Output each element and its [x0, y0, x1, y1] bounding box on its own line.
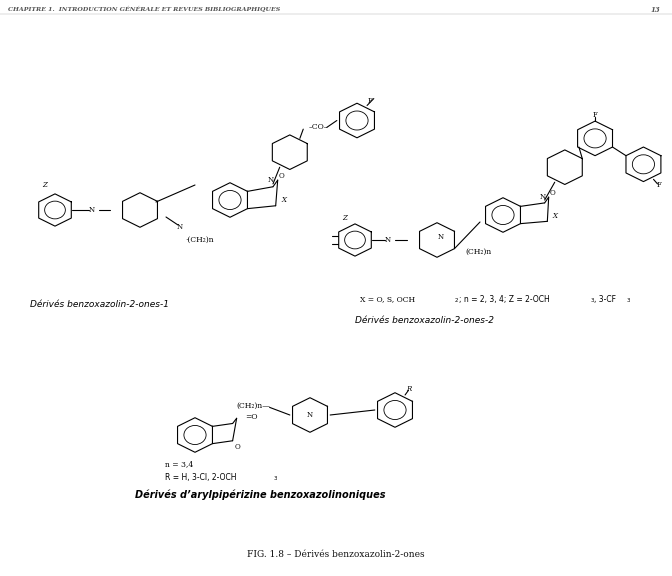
- Text: 2: 2: [455, 298, 458, 303]
- Text: 3: 3: [274, 476, 278, 482]
- Text: X: X: [553, 211, 558, 219]
- Text: F: F: [368, 97, 373, 105]
- Text: Dérivés benzoxazolin-2-ones-2: Dérivés benzoxazolin-2-ones-2: [355, 316, 494, 325]
- Text: ; n = 2, 3, 4; Z = 2-OCH: ; n = 2, 3, 4; Z = 2-OCH: [460, 295, 550, 304]
- Text: =O: =O: [245, 413, 257, 421]
- Text: (CH₂)n—: (CH₂)n—: [236, 402, 270, 410]
- Text: Dérivés d’arylpipérizine benzoxazolinoniques: Dérivés d’arylpipérizine benzoxazolinoni…: [135, 490, 386, 501]
- Text: N: N: [89, 206, 95, 214]
- Text: N: N: [437, 233, 444, 241]
- Text: 3: 3: [626, 298, 630, 303]
- Text: N: N: [307, 411, 313, 419]
- Text: O: O: [549, 188, 555, 196]
- Text: F: F: [593, 111, 597, 119]
- Text: n = 3,4: n = 3,4: [165, 460, 194, 468]
- Text: R: R: [407, 385, 412, 393]
- Text: F: F: [657, 181, 661, 189]
- Text: Z: Z: [42, 181, 48, 189]
- Text: O: O: [278, 172, 284, 180]
- Text: R = H, 3-Cl, 2-OCH: R = H, 3-Cl, 2-OCH: [165, 473, 237, 482]
- Text: FIG. 1.8 – Dérivés benzoxazolin-2-ones: FIG. 1.8 – Dérivés benzoxazolin-2-ones: [247, 550, 425, 559]
- Text: O: O: [235, 442, 241, 450]
- Text: , 3-CF: , 3-CF: [594, 295, 616, 304]
- Text: –CO–: –CO–: [308, 123, 328, 131]
- Text: 13: 13: [650, 6, 660, 14]
- Text: CHAPITRE 1.  INTRODUCTION GÉNÉRALE ET REVUES BIBLIOGRAPHIQUES: CHAPITRE 1. INTRODUCTION GÉNÉRALE ET REV…: [8, 6, 280, 12]
- Text: N: N: [267, 176, 274, 184]
- Text: X: X: [282, 196, 286, 204]
- Text: N: N: [540, 193, 546, 201]
- Text: X = O, S, OCH: X = O, S, OCH: [360, 295, 415, 303]
- Text: Z: Z: [343, 214, 347, 222]
- Text: ·(CH₂)n: ·(CH₂)n: [185, 236, 214, 244]
- Text: N: N: [385, 236, 391, 244]
- Text: 3: 3: [591, 298, 594, 303]
- Text: Dérivés benzoxazolin-2-ones-1: Dérivés benzoxazolin-2-ones-1: [30, 300, 169, 309]
- Text: N: N: [177, 223, 183, 231]
- Text: (CH₂)n: (CH₂)n: [465, 248, 491, 256]
